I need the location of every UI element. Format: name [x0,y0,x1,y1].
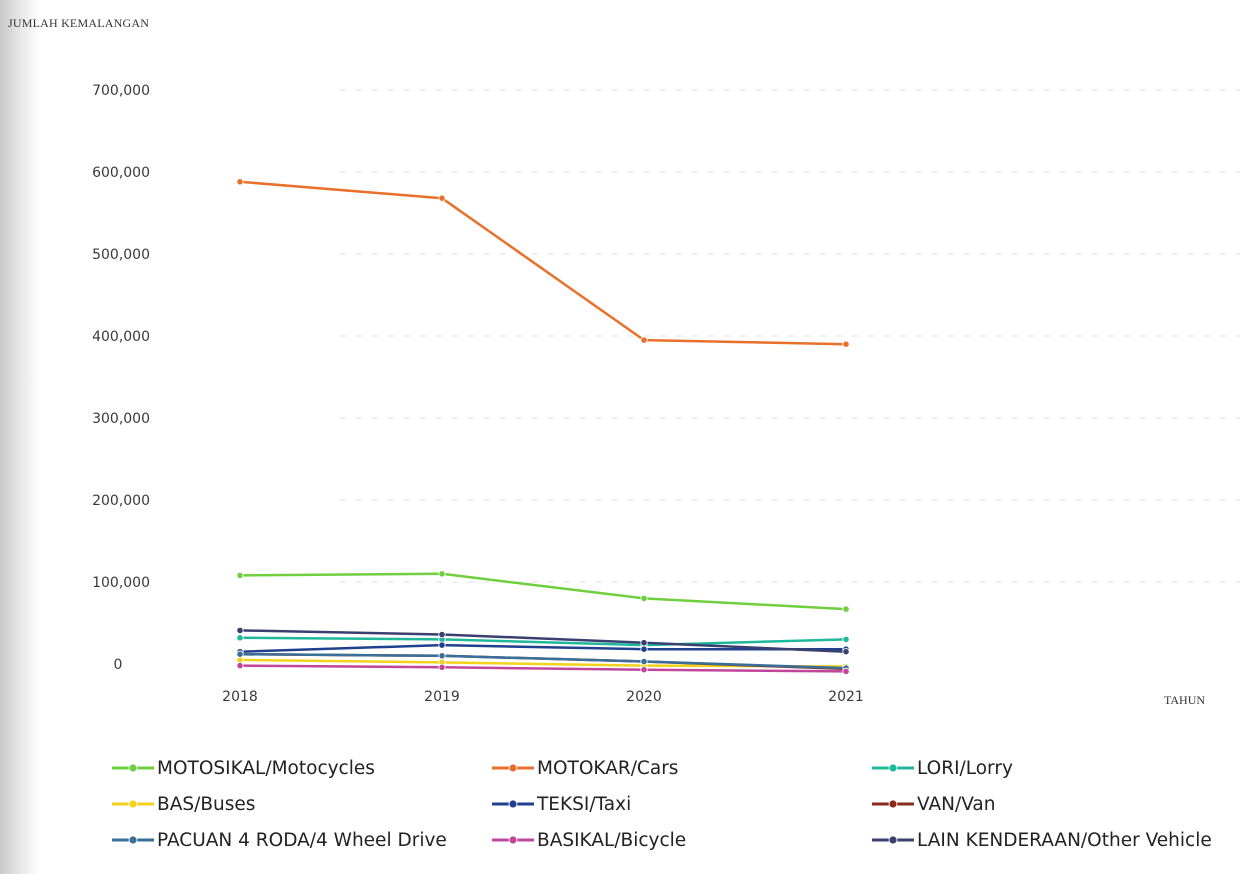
legend-label: BASIKAL/Bicycle [537,829,687,851]
legend-label: TEKSI/Taxi [537,793,632,815]
series-line [239,572,847,611]
legend-item: LAIN KENDERAAN/Other Vehicle [870,827,1245,853]
data-point [640,645,648,653]
series-line [239,652,847,670]
data-point [640,666,648,674]
series-motokar-cars [236,178,850,348]
y-tick-label: 700,000 [92,83,150,99]
data-point [438,630,446,639]
legend-swatch-icon [492,799,534,809]
data-point [236,571,244,580]
data-point [438,663,446,671]
gridlines [340,89,1240,583]
data-point [438,194,446,202]
y-tick-label: 300,000 [92,411,150,427]
x-tick-label: 2020 [626,689,662,705]
legend-label: LAIN KENDERAAN/Other Vehicle [917,829,1212,851]
data-point [842,635,850,644]
legend-swatch-icon [872,835,914,845]
legend: MOTOSIKAL/Motocycles MOTOKAR/Cars LORI/Lor… [110,755,1245,853]
data-point [640,639,648,647]
data-point [640,336,648,344]
legend-label: MOTOSIKAL/Motocycles [157,757,375,779]
legend-swatch-icon [872,799,914,809]
legend-swatch-icon [112,835,154,845]
legend-swatch-icon [492,763,534,773]
series-line [239,180,847,346]
x-axis-title: TAHUN [1164,693,1206,707]
legend-label: VAN/Van [917,793,996,815]
legend-label: PACUAN 4 RODA/4 Wheel Drive [157,829,447,851]
x-tick-label: 2021 [828,689,864,705]
series-lines [236,178,850,676]
x-tick-label: 2019 [424,689,460,705]
data-point [842,340,850,348]
y-tick-label: 400,000 [92,329,150,345]
y-tick-label: 100,000 [92,575,150,591]
series-line [239,643,846,653]
y-tick-label: 600,000 [92,165,150,181]
series-line [239,636,847,647]
legend-item: TEKSI/Taxi [490,791,870,817]
legend-label: BAS/Buses [157,793,256,815]
series-lori-lorry [236,634,850,649]
series-lain-kenderaan-other-vehicle [236,626,850,656]
legend-item: BASIKAL/Bicycle [490,827,870,853]
data-point [842,605,850,613]
series-line [239,629,847,653]
legend-item: MOTOSIKAL/Motocycles [110,755,490,781]
data-point [236,650,244,658]
y-tick-label: 0 [114,657,123,673]
data-point [842,667,850,676]
legend-item: BAS/Buses [110,791,490,817]
legend-item: VAN/Van [870,791,1245,817]
data-point [842,648,850,656]
legend-item: PACUAN 4 RODA/4 Wheel Drive [110,827,490,853]
legend-item: LORI/Lorry [870,755,1245,781]
data-point [236,626,244,635]
x-tick-labels: 2018 2019 2020 2021 [222,689,864,705]
legend-label: LORI/Lorry [917,757,1013,779]
legend-item: MOTOKAR/Cars [490,755,870,781]
data-point [236,634,244,642]
y-tick-label: 200,000 [92,493,150,509]
data-point [438,641,446,649]
legend-swatch-icon [112,799,154,809]
y-axis-title: JUMLAH KEMALANGAN [8,16,150,30]
scan-shadow [0,0,40,874]
line-chart: 0 100,000 200,000 300,000 400,000 500,000 600,… [92,83,1240,705]
data-point [236,178,244,186]
data-point [438,652,446,660]
data-point [640,594,648,603]
series-motosikal-motocycles [236,570,850,613]
legend-swatch-icon [492,835,534,845]
y-tick-label: 500,000 [92,247,150,263]
series-line [239,664,847,673]
data-point [438,570,446,578]
legend-swatch-icon [872,763,914,773]
series-basikal-bicycle [236,661,850,676]
data-point [236,661,244,670]
y-tick-labels: 0 100,000 200,000 300,000 400,000 500,000 600,… [92,83,150,673]
legend-label: MOTOKAR/Cars [537,757,679,779]
x-tick-label: 2018 [222,689,258,705]
data-point [640,657,648,666]
legend-swatch-icon [112,763,154,773]
